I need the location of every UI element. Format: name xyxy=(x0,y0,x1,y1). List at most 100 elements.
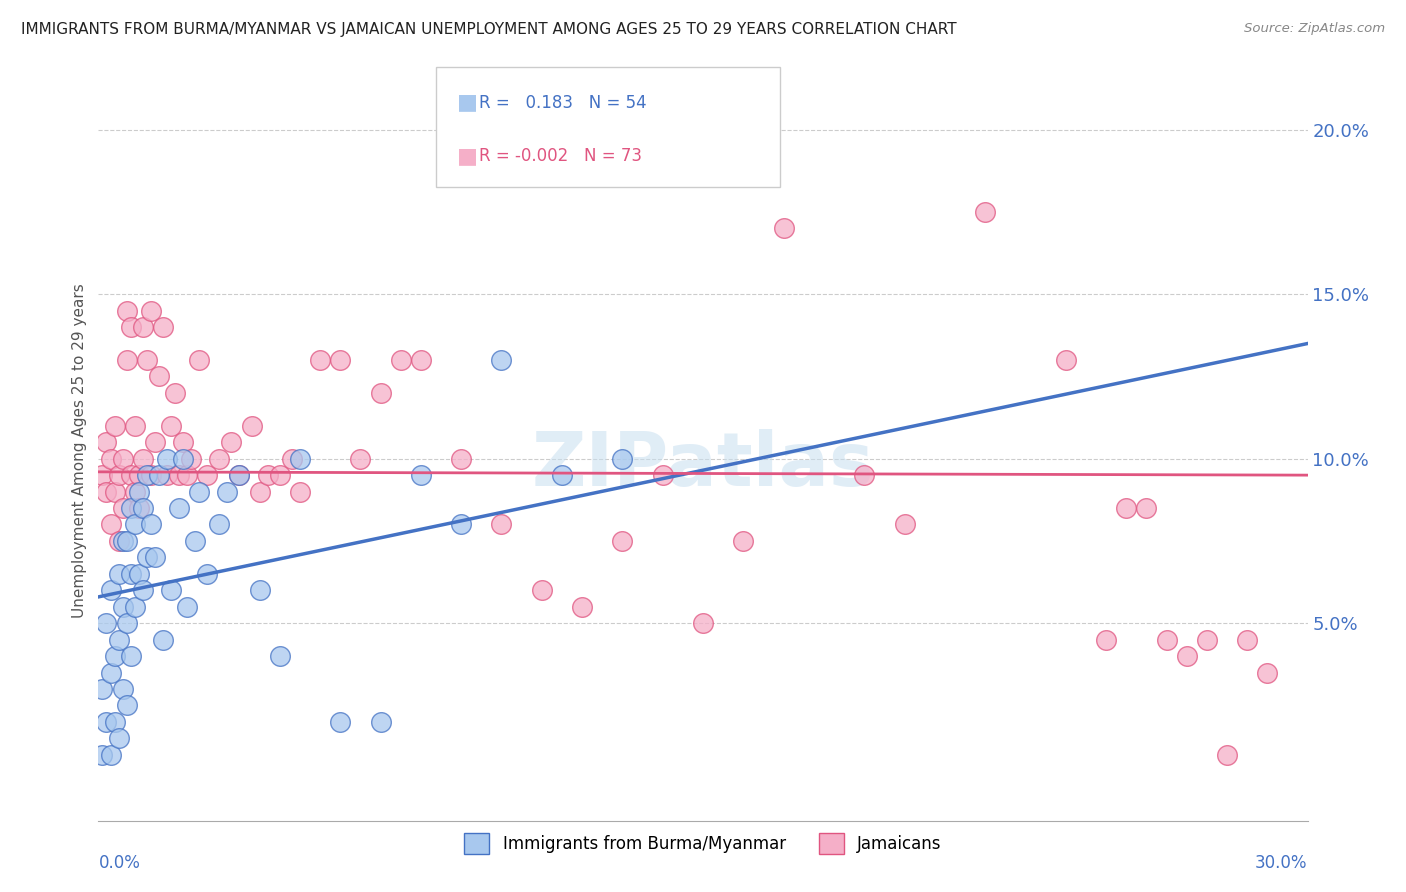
Point xyxy=(111,451,134,466)
Point xyxy=(450,517,472,532)
Point xyxy=(143,435,166,450)
Point xyxy=(107,533,129,548)
Point xyxy=(281,451,304,466)
Point xyxy=(349,451,371,466)
Point xyxy=(148,468,170,483)
Point xyxy=(156,468,179,483)
Point xyxy=(120,501,142,516)
Point xyxy=(128,484,150,499)
Point xyxy=(530,583,553,598)
Point xyxy=(370,385,392,400)
Point xyxy=(167,468,190,483)
Point xyxy=(1195,632,1218,647)
Point xyxy=(148,369,170,384)
Point xyxy=(389,353,412,368)
Point xyxy=(120,468,142,483)
Point xyxy=(135,353,157,368)
Point xyxy=(772,221,794,235)
Point xyxy=(195,468,218,483)
Point xyxy=(115,698,138,713)
Point xyxy=(152,632,174,647)
Point xyxy=(329,714,352,729)
Point xyxy=(139,468,162,483)
Point xyxy=(139,517,162,532)
Point xyxy=(1115,501,1137,516)
Point xyxy=(124,517,146,532)
Point xyxy=(124,599,146,614)
Point xyxy=(651,468,673,483)
Point xyxy=(143,550,166,565)
Point xyxy=(132,501,155,516)
Point xyxy=(100,451,122,466)
Point xyxy=(160,583,183,598)
Point xyxy=(269,649,291,664)
Point xyxy=(571,599,593,614)
Point xyxy=(409,353,432,368)
Point xyxy=(115,353,138,368)
Point xyxy=(1135,501,1157,516)
Point xyxy=(111,533,134,548)
Point xyxy=(491,353,513,368)
Point xyxy=(152,320,174,334)
Text: 30.0%: 30.0% xyxy=(1256,854,1308,871)
Text: 0.0%: 0.0% xyxy=(98,854,141,871)
Point xyxy=(96,616,118,631)
Point xyxy=(96,435,118,450)
Point xyxy=(100,517,122,532)
Point xyxy=(167,501,190,516)
Point xyxy=(228,468,250,483)
Point xyxy=(115,303,138,318)
Point xyxy=(124,418,146,433)
Point xyxy=(288,484,311,499)
Point xyxy=(1054,353,1077,368)
Point xyxy=(208,517,231,532)
Point xyxy=(107,566,129,581)
Point xyxy=(893,517,915,532)
Point xyxy=(100,665,122,680)
Point xyxy=(115,533,138,548)
Point xyxy=(184,533,207,548)
Point xyxy=(288,451,311,466)
Point xyxy=(188,484,211,499)
Point xyxy=(240,418,263,433)
Point xyxy=(188,353,211,368)
Point xyxy=(853,468,876,483)
Point xyxy=(132,583,155,598)
Point xyxy=(692,616,714,631)
Point xyxy=(612,533,634,548)
Point xyxy=(269,468,291,483)
Text: ■: ■ xyxy=(457,146,478,166)
Point xyxy=(176,599,198,614)
Point xyxy=(128,566,150,581)
Point xyxy=(111,599,134,614)
Point xyxy=(733,533,755,548)
Point xyxy=(180,451,202,466)
Point xyxy=(120,320,142,334)
Point xyxy=(120,566,142,581)
Point xyxy=(249,484,271,499)
Point xyxy=(111,501,134,516)
Text: Source: ZipAtlas.com: Source: ZipAtlas.com xyxy=(1244,22,1385,36)
Point xyxy=(128,468,150,483)
Point xyxy=(96,484,118,499)
Point xyxy=(132,320,155,334)
Point xyxy=(172,451,194,466)
Point xyxy=(370,714,392,729)
Point xyxy=(132,451,155,466)
Point xyxy=(974,205,997,219)
Point xyxy=(228,468,250,483)
Point xyxy=(1095,632,1118,647)
Point xyxy=(491,517,513,532)
Point xyxy=(103,484,125,499)
Point xyxy=(111,681,134,696)
Point xyxy=(100,747,122,762)
Point xyxy=(450,451,472,466)
Point xyxy=(96,714,118,729)
Point xyxy=(100,583,122,598)
Text: R = -0.002   N = 73: R = -0.002 N = 73 xyxy=(479,147,643,165)
Legend: Immigrants from Burma/Myanmar, Jamaicans: Immigrants from Burma/Myanmar, Jamaicans xyxy=(457,827,949,861)
Point xyxy=(91,468,114,483)
Point xyxy=(1256,665,1278,680)
Point xyxy=(128,501,150,516)
Point xyxy=(91,747,114,762)
